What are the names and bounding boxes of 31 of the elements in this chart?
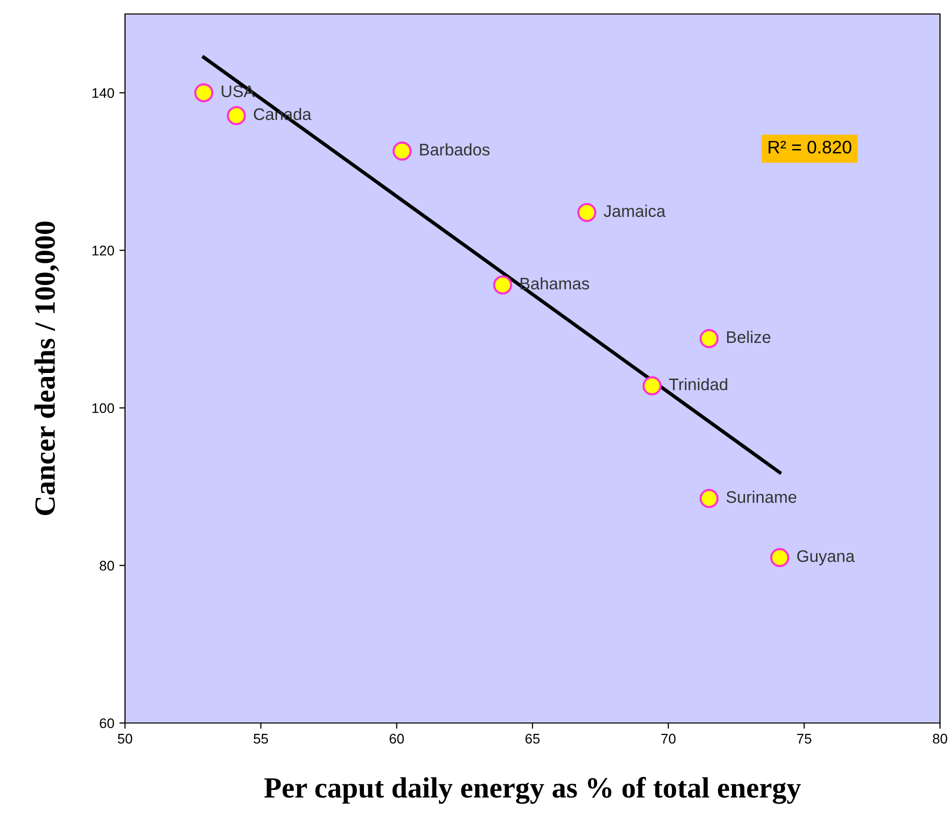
point [642, 376, 662, 396]
point [700, 488, 719, 508]
y-tick-label: 140 [92, 88, 114, 98]
y-axis-title: Cancer deaths / 100,000 [34, 222, 60, 516]
x-tick-label: 80 [932, 734, 948, 744]
y-tick-label: 100 [92, 403, 114, 414]
point [493, 275, 512, 295]
point [700, 329, 719, 348]
annotation: Guyana [797, 550, 855, 566]
annotation: Bahamas [520, 277, 590, 290]
x-tick-label: 50 [118, 734, 132, 744]
point [577, 202, 596, 222]
point [392, 142, 412, 161]
annotation: Jamaica [604, 204, 666, 217]
x-tick-label: 70 [661, 734, 676, 744]
y-tick-label: 60 [100, 718, 114, 728]
y-tick-label: 120 [92, 246, 114, 256]
annotation: R² = 0.820 [768, 140, 852, 154]
x-tick-label: 75 [797, 734, 812, 744]
y-tick-label: 80 [100, 560, 114, 571]
x-tick-label: 60 [390, 734, 404, 744]
x-axis-title: Per caput daily energy as % of total energy [264, 776, 801, 804]
point [226, 106, 246, 126]
annotation: Belize [727, 330, 770, 344]
point [194, 83, 214, 102]
annotation: Suriname [726, 490, 796, 503]
annotation: Barbados [420, 143, 490, 156]
point [770, 548, 790, 568]
x-tick-label: 55 [254, 734, 268, 744]
annotation: Trinidad [669, 378, 728, 390]
x-tick-label: 65 [525, 734, 540, 744]
